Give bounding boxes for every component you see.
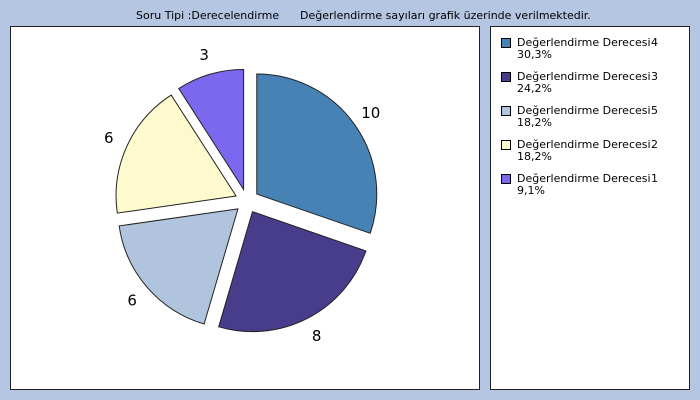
question-type: Soru Tipi :Derecelendirme [136,9,280,22]
legend-percent: 18,2% [517,150,552,163]
pie-slice-degree-2 [115,94,237,214]
pie-slice-degree-3 [218,211,367,333]
legend-percent: 9,1% [517,184,545,197]
legend-label: Değerlendirme Derecesi [517,104,651,117]
legend-degree: 1 [651,172,658,185]
pie-slice-value-label: 6 [104,129,114,147]
legend-swatch [501,174,511,184]
legend-label: Değerlendirme Derecesi [517,172,651,185]
legend-degree: 3 [651,70,658,83]
header: Soru Tipi :Derecelendirme Değerlendirme … [0,9,700,25]
legend-swatch [501,72,511,82]
pie-slice-value-label: 10 [361,104,380,122]
legend-degree: 2 [651,138,658,151]
pie-slice-value-label: 8 [312,327,322,345]
chart-panel: 10 8 6 6 3 [10,26,480,390]
pie-slice-degree-5 [118,208,239,325]
legend-label: Değerlendirme Derecesi [517,70,651,83]
legend-percent: 30,3% [517,48,552,61]
legend-percent: 24,2% [517,82,552,95]
legend-swatch [501,38,511,48]
legend-degree: 4 [651,36,658,49]
legend-label: Değerlendirme Derecesi [517,138,651,151]
legend-degree: 5 [651,104,658,117]
pie-slice-value-label: 3 [199,46,209,64]
pie-slice-value-label: 6 [127,292,137,310]
legend: Değerlendirme Derecesi 4 30,3% Değerlendirm… [490,26,690,390]
pie-slice-degree-4 [256,73,378,234]
chart-note: Değerlendirme sayıları grafik üzerinde v… [300,9,591,22]
legend-swatch [501,140,511,150]
legend-label: Değerlendirme Derecesi [517,36,651,49]
pie-slice-degree-1 [178,68,245,192]
legend-swatch [501,106,511,116]
pie-chart: 10 8 6 6 3 [104,46,380,345]
legend-percent: 18,2% [517,116,552,129]
